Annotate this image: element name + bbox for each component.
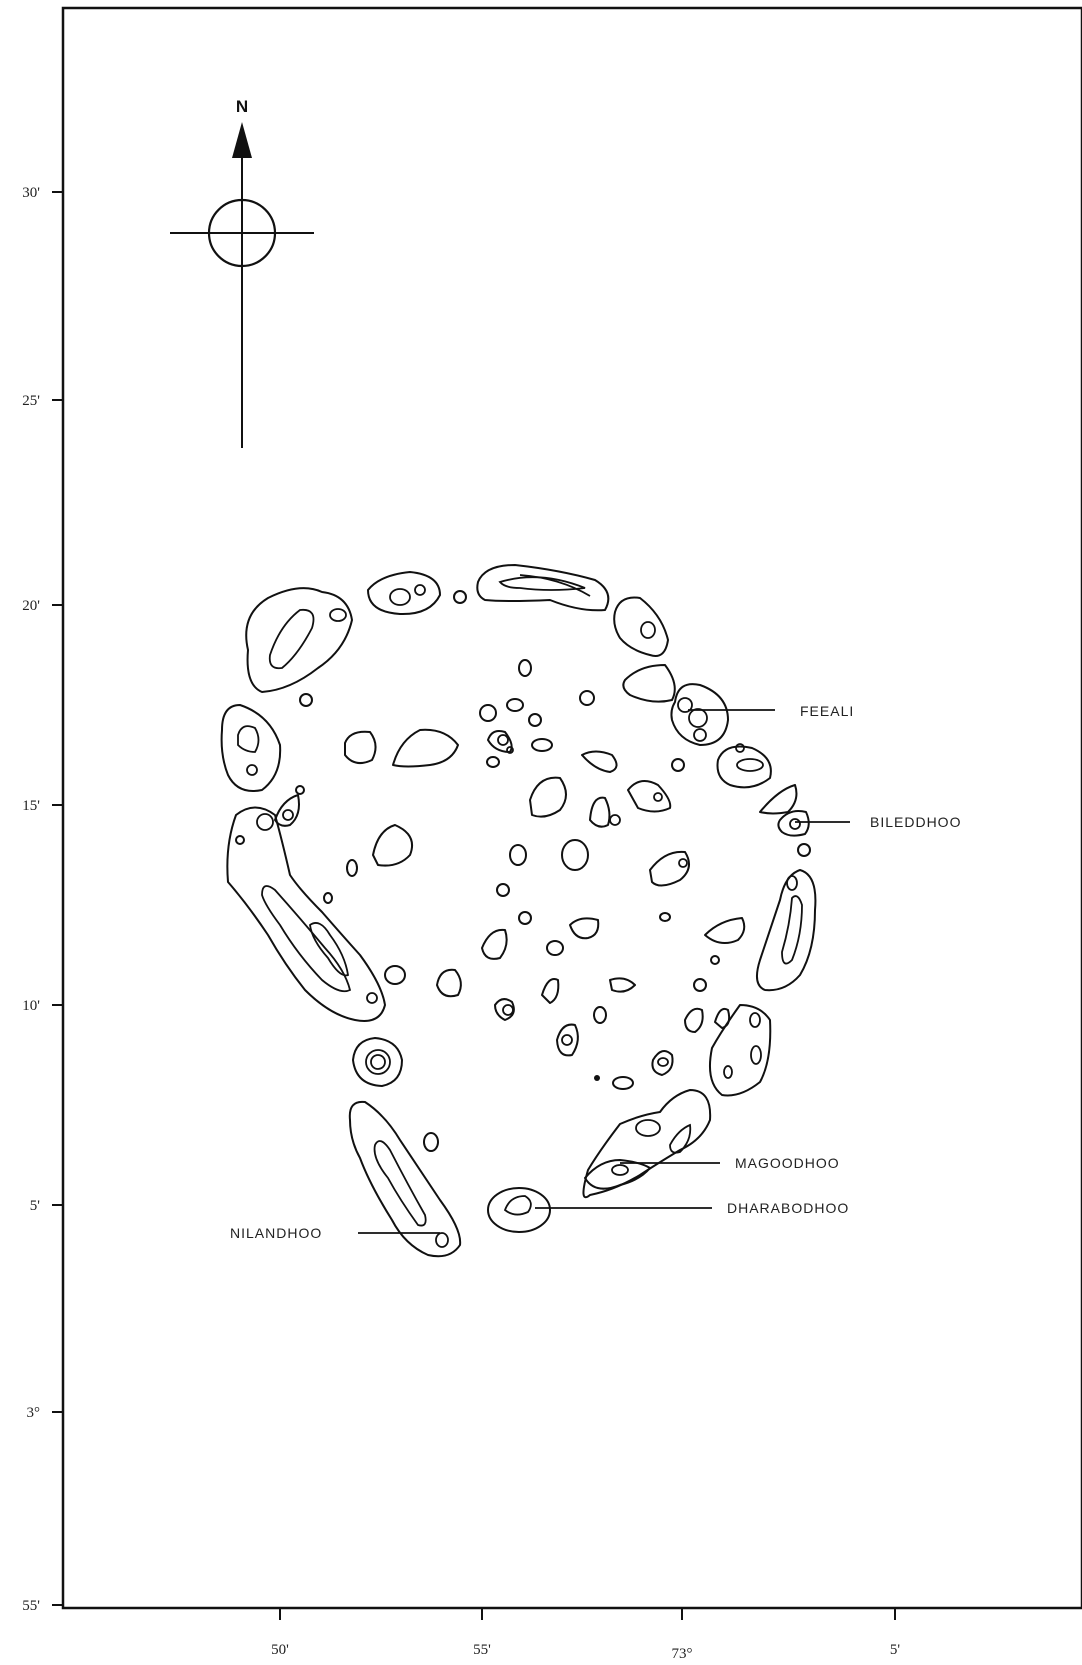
north-label: N — [236, 97, 248, 116]
atoll-reefs — [220, 564, 817, 1258]
lat-tick-label: 5' — [30, 1198, 41, 1214]
lon-tick-label: 73° — [672, 1646, 693, 1662]
lat-tick-label: 55' — [22, 1598, 40, 1614]
lat-tick-label: 30' — [22, 185, 40, 201]
north-arrow-icon: N — [170, 97, 314, 448]
lat-tick-label: 15' — [22, 798, 40, 814]
label-bileddhoo: BILEDDHOO — [870, 814, 961, 830]
label-nilandhoo: NILANDHOO — [230, 1225, 322, 1241]
label-dharabodhoo: DHARABODHOO — [727, 1200, 849, 1216]
longitude-axis: 50' 55' 73° 5' — [271, 1608, 900, 1662]
latitude-axis: 30' 25' 20' 15' 10' 5' 3° 55' — [22, 185, 63, 1614]
lon-tick-label: 55' — [473, 1642, 491, 1658]
label-feeali: FEEALI — [800, 703, 854, 719]
island-dharabodhoo — [487, 1187, 551, 1233]
place-labels: FEEALI BILEDDHOO MAGOODHOO DHARABODHOO N… — [230, 703, 961, 1241]
island-bileddhoo — [777, 810, 810, 837]
reef-outline — [245, 587, 353, 693]
island-magoodhoo — [584, 1159, 651, 1190]
lat-tick-label: 10' — [22, 998, 40, 1014]
lat-tick-label: 20' — [22, 598, 40, 614]
island-feeali — [670, 683, 729, 746]
lon-tick-label: 50' — [271, 1642, 289, 1658]
lat-tick-label: 25' — [22, 393, 40, 409]
label-magoodhoo: MAGOODHOO — [735, 1155, 840, 1171]
map-border — [61, 6, 1082, 1610]
lon-tick-label: 5' — [890, 1642, 901, 1658]
lat-tick-label: 3° — [27, 1405, 41, 1421]
island-nilandhoo — [348, 1100, 462, 1258]
